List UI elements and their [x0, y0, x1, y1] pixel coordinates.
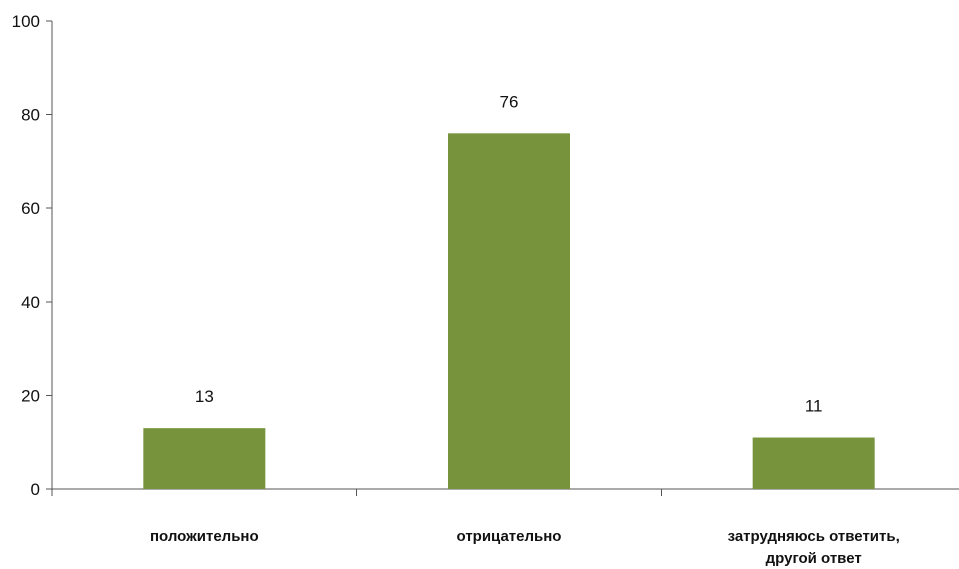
category-labels: положительно отрицательно затрудняюсь отве… — [150, 528, 900, 567]
category-label-line: другой ответ — [766, 550, 862, 567]
y-tick-label: 0 — [31, 480, 40, 499]
y-tick-label: 20 — [21, 386, 40, 405]
y-tick-label: 100 — [12, 12, 40, 31]
y-axis: 0 20 40 60 80 100 — [12, 12, 53, 499]
bar — [448, 133, 570, 489]
bars — [143, 133, 875, 489]
data-label: 13 — [195, 387, 214, 406]
category-label: отрицательно — [457, 528, 562, 545]
category-label-line: затрудняюсь ответить, — [728, 528, 900, 545]
category-label-line: отрицательно — [457, 528, 562, 545]
data-label: 76 — [500, 92, 519, 111]
y-tick-label: 60 — [21, 199, 40, 218]
category-label: затрудняюсь ответить, другой ответ — [728, 528, 900, 567]
category-label-line: положительно — [150, 528, 259, 545]
y-tick-label: 80 — [21, 106, 40, 125]
data-labels: 13 76 11 — [195, 92, 823, 415]
bar — [143, 428, 266, 489]
category-label: положительно — [150, 528, 259, 545]
y-tick-label: 40 — [21, 293, 40, 312]
data-label: 11 — [805, 397, 823, 416]
x-axis — [51, 488, 959, 496]
bar — [752, 437, 875, 489]
